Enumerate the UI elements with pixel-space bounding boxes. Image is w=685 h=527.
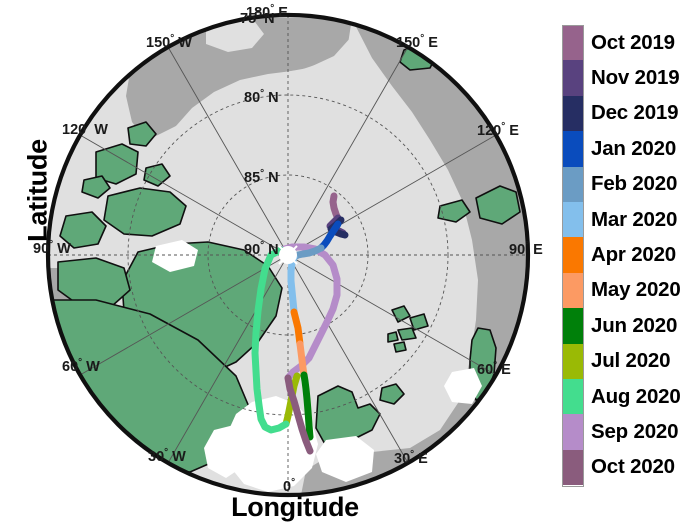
north-pole-marker — [278, 245, 298, 265]
month-legend: Oct 2019 Nov 2019 Dec 2019 Jan 2020 Feb 2020… — [562, 25, 685, 487]
ice-sheet-greenland — [226, 396, 318, 492]
land-sverdrup-b — [143, 163, 171, 187]
land-new-siberian — [443, 29, 489, 67]
lon-label-120w: 120° W — [62, 120, 108, 138]
legend-item[interactable]: Dec 2019 — [562, 95, 685, 132]
legend-item-label: Nov 2019 — [591, 66, 680, 90]
legend-item[interactable]: Jan 2020 — [562, 131, 685, 167]
lon-label-90w: 90° W — [33, 239, 71, 257]
x-axis-title: Longitude — [231, 492, 359, 522]
legend-item-label: Apr 2020 — [591, 243, 677, 267]
lon-label-120e: 120° E — [477, 121, 519, 139]
legend-item-label: Mar 2020 — [591, 207, 678, 231]
land-svalbard-edge — [379, 383, 405, 405]
track-jun-2020 — [300, 371, 314, 441]
legend-item[interactable]: Aug 2020 — [562, 378, 685, 415]
legend-color-swatch — [562, 201, 584, 238]
sea-ice-edge — [148, 36, 420, 160]
legend-item[interactable]: May 2020 — [562, 272, 685, 309]
legend-color-swatch — [562, 449, 584, 486]
legend-item-label: May 2020 — [591, 278, 681, 302]
y-axis-title: Latitude — [22, 139, 53, 242]
land-banks — [59, 211, 107, 249]
ice-sheet-svalbard-lobe — [316, 436, 374, 482]
legend-item[interactable]: Apr 2020 — [562, 237, 685, 273]
land-severnaya-zemlya — [437, 199, 471, 223]
ice-sheet-greenland-2 — [204, 424, 248, 478]
track-mar-2020 — [287, 253, 298, 315]
legend-color-swatch — [562, 60, 584, 96]
map-canvas — [45, 12, 531, 498]
lon-label-0: 0° — [283, 477, 296, 495]
legend-color-swatch — [562, 378, 584, 415]
legend-item-label: Oct 2020 — [591, 455, 675, 479]
legend-color-swatch — [562, 272, 584, 309]
track-may-2020 — [296, 340, 308, 379]
legend-color-swatch — [562, 166, 584, 202]
lat-label-90n: 90° N — [244, 240, 279, 258]
lon-label-60e: 60° E — [477, 360, 511, 378]
legend-item[interactable]: Mar 2020 — [562, 201, 685, 238]
lat-label-75n: 75° N — [240, 9, 275, 27]
legend-item-label: Jun 2020 — [591, 313, 678, 337]
track-aug-2020 — [251, 246, 290, 434]
land-prince-patrick — [81, 175, 111, 199]
legend-color-swatch — [562, 95, 584, 132]
land-ellesmere — [103, 187, 187, 237]
track-jan-2020 — [317, 220, 342, 252]
legend-item[interactable]: Feb 2020 — [562, 166, 685, 202]
legend-item-label: Sep 2020 — [591, 419, 679, 443]
lon-label-150w: 150° W — [146, 33, 192, 51]
drift-track — [251, 192, 349, 455]
lon-label-150e: 150° E — [396, 33, 438, 51]
land-franz-josef-c — [397, 327, 417, 341]
lon-label-180e: 180° E — [246, 3, 288, 21]
legend-color-swatch — [562, 25, 584, 61]
polar-map: 180° E 150° W 120° W 90° W 60° W 30° W 0… — [33, 3, 543, 498]
legend-item[interactable]: Oct 2019 — [562, 25, 685, 61]
land-victoria — [57, 257, 131, 307]
lon-label-30e: 30° E — [394, 449, 428, 467]
lon-label-90e: 90° E — [509, 240, 543, 258]
land-franz-josef-d — [387, 331, 399, 343]
legend-item[interactable]: Oct 2020 — [562, 449, 685, 486]
ice-sheet-novaya — [444, 368, 482, 404]
legend-color-swatch — [562, 308, 584, 344]
legend-item[interactable]: Jun 2020 — [562, 308, 685, 344]
track-feb-2020 — [290, 244, 325, 261]
legend-color-swatch — [562, 414, 584, 450]
legend-item[interactable]: Sep 2020 — [562, 414, 685, 450]
legend-color-swatch — [562, 237, 584, 273]
land-franz-josef-b — [409, 313, 429, 331]
legend-color-swatch — [562, 343, 584, 379]
ocean-region-pacific — [126, 18, 352, 140]
legend-item[interactable]: Jul 2020 — [562, 343, 685, 379]
track-apr-2020 — [290, 308, 304, 348]
lat-label-85n: 85° N — [244, 168, 279, 186]
legend-item[interactable]: Nov 2019 — [562, 60, 685, 96]
legend-color-swatch — [562, 131, 584, 167]
legend-item-label: Jan 2020 — [591, 136, 677, 160]
land-taymyr — [475, 185, 521, 225]
track-oct-2020 — [284, 374, 314, 455]
lon-label-60w: 60° W — [62, 357, 100, 375]
legend-item-label: Aug 2020 — [591, 384, 681, 408]
legend-rows: Oct 2019 Nov 2019 Dec 2019 Jan 2020 Feb 2020… — [562, 25, 685, 486]
lat-label-80n: 80° N — [244, 88, 279, 106]
legend-item-label: Jul 2020 — [591, 349, 671, 373]
map-boundary-circle — [45, 12, 531, 498]
lon-label-30w: 30° W — [148, 447, 186, 465]
ice-sheet-canada — [152, 240, 198, 272]
graticule-parallels — [127, 94, 449, 416]
legend-item-label: Dec 2019 — [591, 101, 679, 125]
land-franz-josef-e — [393, 341, 407, 353]
legend-item-label: Oct 2019 — [591, 30, 675, 54]
land-sverdrup-a — [127, 121, 157, 147]
legend-item-label: Feb 2020 — [591, 172, 678, 196]
